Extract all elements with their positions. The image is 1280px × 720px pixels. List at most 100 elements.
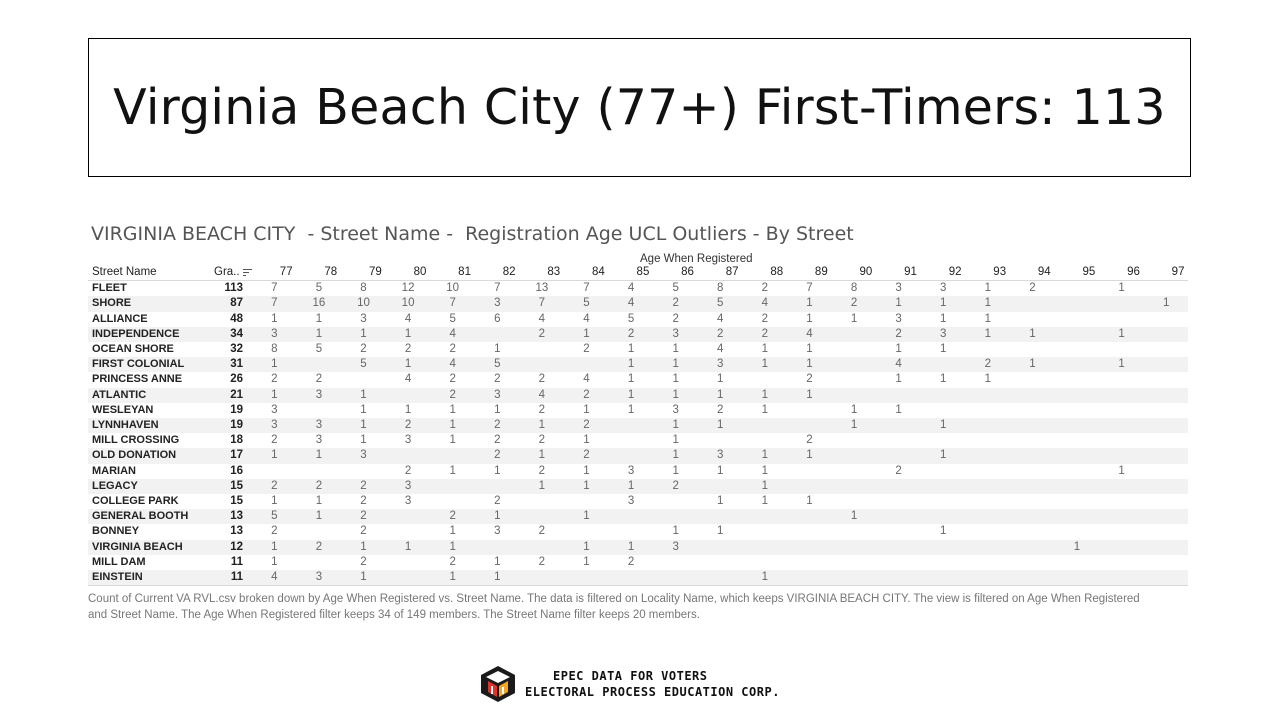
grand-total-cell[interactable]: 21 — [202, 387, 252, 403]
count-cell[interactable]: 3 — [627, 464, 635, 477]
count-cell[interactable]: 4 — [404, 373, 412, 386]
count-cell[interactable]: 4 — [742, 296, 788, 312]
count-cell[interactable]: 1 — [627, 373, 635, 386]
count-cell[interactable]: 2 — [564, 418, 609, 434]
count-cell[interactable]: 2 — [831, 296, 877, 312]
count-cell[interactable]: 4 — [538, 312, 546, 325]
count-cell[interactable] — [1010, 494, 1055, 509]
count-cell[interactable]: 1 — [761, 464, 769, 477]
count-cell[interactable] — [1144, 372, 1189, 387]
grand-total-cell[interactable]: 18 — [230, 434, 243, 447]
count-cell[interactable]: 2 — [742, 326, 788, 343]
count-cell[interactable] — [965, 539, 1011, 555]
count-cell[interactable] — [341, 372, 386, 387]
count-cell[interactable] — [787, 539, 832, 555]
count-cell[interactable]: 4 — [519, 387, 565, 403]
count-cell[interactable]: 4 — [430, 357, 475, 373]
count-cell[interactable] — [832, 372, 877, 387]
count-cell[interactable]: 1 — [430, 570, 475, 587]
count-cell[interactable] — [831, 478, 877, 495]
count-cell[interactable] — [1144, 312, 1189, 327]
count-cell[interactable] — [1143, 418, 1189, 434]
count-cell[interactable]: 1 — [806, 312, 813, 325]
count-cell[interactable] — [385, 448, 431, 464]
age-column-header[interactable]: 89 — [787, 265, 832, 282]
count-cell[interactable] — [1099, 570, 1144, 587]
count-cell[interactable]: 1 — [252, 539, 297, 555]
age-column-header[interactable]: 82 — [474, 265, 520, 282]
table-row[interactable]: MILL DAM 11 1 2 2 1 2 1 2 — [88, 555, 1188, 570]
count-cell[interactable] — [1055, 555, 1100, 570]
count-cell[interactable] — [1055, 464, 1100, 479]
grand-total-cell[interactable]: 32 — [230, 343, 243, 356]
count-cell[interactable]: 1 — [742, 357, 788, 373]
count-cell[interactable]: 1 — [627, 403, 635, 416]
count-cell[interactable]: 5 — [315, 282, 323, 295]
count-cell[interactable]: 2 — [404, 464, 412, 477]
table-row[interactable]: PRINCESS ANNE 26 2 2 4 2 2 2 4 1 1 1 2 1 1 1 — [88, 372, 1188, 387]
count-cell[interactable] — [1099, 312, 1144, 327]
count-cell[interactable] — [1054, 326, 1100, 343]
count-cell[interactable] — [608, 509, 654, 525]
count-cell[interactable] — [876, 555, 921, 570]
count-cell[interactable] — [341, 464, 386, 479]
count-cell[interactable]: 4 — [252, 570, 297, 587]
count-cell[interactable]: 1 — [564, 478, 609, 495]
count-cell[interactable]: 1 — [876, 296, 921, 312]
count-cell[interactable]: 4 — [583, 312, 590, 325]
count-cell[interactable]: 1 — [494, 403, 501, 416]
count-cell[interactable] — [787, 570, 832, 587]
grand-total-cell[interactable]: 11 — [202, 570, 252, 587]
count-cell[interactable]: 1 — [940, 312, 947, 325]
count-cell[interactable]: 3 — [653, 326, 698, 343]
count-cell[interactable]: 2 — [474, 418, 520, 434]
count-cell[interactable] — [1144, 464, 1189, 479]
count-cell[interactable]: 1 — [564, 509, 609, 525]
count-cell[interactable]: 2 — [653, 296, 698, 312]
count-cell[interactable] — [1144, 342, 1189, 357]
count-cell[interactable]: 1 — [341, 570, 386, 587]
count-cell[interactable] — [385, 387, 431, 403]
count-cell[interactable]: 3 — [296, 418, 342, 434]
count-cell[interactable]: 3 — [360, 312, 367, 325]
count-cell[interactable]: 7 — [494, 282, 501, 295]
age-column-header[interactable]: 90 — [831, 265, 877, 282]
count-cell[interactable] — [831, 357, 877, 373]
count-cell[interactable] — [920, 509, 966, 525]
count-cell[interactable] — [1099, 448, 1144, 464]
count-cell[interactable] — [831, 570, 877, 587]
count-cell[interactable]: 1 — [519, 448, 565, 464]
count-cell[interactable]: 10 — [385, 296, 431, 312]
count-cell[interactable]: 1 — [1010, 357, 1055, 373]
grand-total-cell[interactable]: 19 — [202, 418, 252, 434]
count-cell[interactable] — [920, 387, 966, 403]
count-cell[interactable] — [520, 494, 565, 509]
count-cell[interactable] — [474, 539, 520, 555]
count-cell[interactable]: 1 — [608, 478, 654, 495]
count-cell[interactable]: 1 — [449, 434, 456, 447]
count-cell[interactable]: 3 — [672, 403, 679, 416]
count-cell[interactable] — [965, 387, 1011, 403]
count-cell[interactable] — [966, 464, 1011, 479]
count-cell[interactable] — [385, 570, 431, 587]
count-cell[interactable] — [965, 509, 1011, 525]
count-cell[interactable] — [831, 387, 877, 403]
table-row[interactable]: FLEET 113 7 5 8 12 10 7 13 7 4 5 8 2 7 8 3 3 1 2 1 — [88, 281, 1188, 297]
count-cell[interactable]: 5 — [315, 343, 323, 356]
count-cell[interactable]: 2 — [876, 326, 921, 343]
count-cell[interactable] — [787, 555, 832, 570]
count-cell[interactable]: 1 — [519, 478, 565, 495]
count-cell[interactable]: 2 — [385, 418, 431, 434]
count-cell[interactable]: 1 — [850, 312, 858, 325]
count-cell[interactable] — [1054, 296, 1100, 312]
count-cell[interactable] — [1055, 403, 1100, 418]
count-cell[interactable]: 2 — [697, 326, 743, 343]
street-name-cell[interactable]: BONNEY — [92, 525, 140, 538]
count-cell[interactable]: 1 — [787, 448, 832, 464]
count-cell[interactable]: 1 — [252, 448, 297, 464]
count-cell[interactable]: 1 — [385, 539, 431, 555]
count-cell[interactable]: 2 — [761, 282, 769, 295]
street-name-cell[interactable]: LEGACY — [88, 478, 202, 495]
count-cell[interactable]: 7 — [252, 296, 297, 312]
count-cell[interactable]: 2 — [360, 343, 367, 356]
